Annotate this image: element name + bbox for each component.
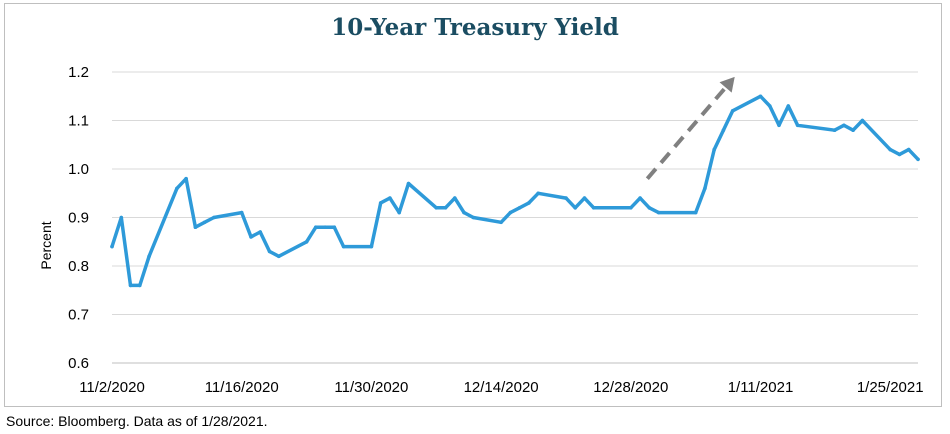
data-point (471, 215, 476, 220)
y-tick-label: 1.2 (68, 64, 89, 81)
data-point (888, 147, 892, 152)
data-point (434, 206, 439, 210)
source-note: Source: Bloomberg. Data as of 1/28/2021. (6, 413, 268, 429)
data-point (517, 206, 522, 210)
data-point (147, 254, 151, 259)
data-point (138, 283, 142, 288)
y-tick-label: 1.1 (68, 113, 89, 130)
data-point (277, 254, 281, 259)
y-tick-label: 0.8 (68, 258, 89, 275)
data-point (499, 220, 503, 225)
x-axis-ticks: 11/2/2020 11/16/2020 11/30/2020 12/14/2020 1… (79, 379, 923, 396)
data-point (786, 104, 791, 108)
data-point (795, 123, 800, 128)
data-point (267, 249, 272, 254)
data-point (212, 215, 216, 220)
x-tick-label: 11/16/2020 (205, 379, 279, 396)
data-point (629, 206, 633, 210)
data-point (703, 186, 707, 191)
data-point (693, 210, 698, 215)
x-tick-label: 11/2/2020 (79, 379, 145, 396)
y-tick-label: 1.0 (68, 161, 89, 178)
chart-frame (4, 3, 942, 407)
data-point (341, 244, 346, 249)
data-point (712, 147, 716, 152)
x-tick-label: 12/14/2020 (464, 379, 539, 396)
data-point (721, 128, 726, 132)
x-tick-label: 12/28/2020 (593, 379, 668, 396)
data-point (656, 210, 661, 215)
data-point (378, 201, 383, 205)
data-point (527, 201, 531, 205)
data-point (582, 196, 587, 200)
data-point (730, 109, 735, 113)
data-point (758, 94, 763, 99)
data-point (110, 244, 114, 249)
data-point (768, 104, 772, 108)
data-point (249, 235, 253, 239)
y-axis-label: Percent (38, 221, 54, 269)
data-point (897, 152, 902, 157)
y-tick-label: 0.6 (68, 355, 89, 372)
data-point (184, 176, 188, 181)
data-point (591, 206, 596, 210)
chart-title: 10-Year Treasury Yield (331, 14, 619, 41)
data-point (202, 220, 207, 225)
x-tick-label: 1/11/2021 (728, 379, 794, 396)
y-tick-label: 0.7 (68, 307, 89, 324)
data-point (397, 210, 402, 215)
data-point (462, 210, 466, 215)
data-point (332, 225, 337, 229)
data-point (314, 225, 318, 229)
data-point (453, 196, 457, 200)
data-point (304, 240, 309, 244)
data-point (406, 181, 411, 186)
data-point (388, 196, 392, 200)
gridlines (112, 71, 918, 315)
data-point (647, 206, 652, 210)
data-point (916, 157, 920, 162)
data-point (573, 206, 577, 210)
data-point (777, 123, 781, 128)
data-point (851, 128, 855, 132)
y-axis-ticks: 0.6 0.7 0.8 0.9 1.0 1.1 1.2 (68, 64, 89, 372)
data-point (832, 128, 837, 132)
data-point (860, 118, 865, 123)
data-point (193, 225, 198, 229)
data-point (508, 210, 513, 215)
data-point (128, 283, 133, 288)
data-point (842, 123, 846, 128)
arrow-head (719, 76, 735, 93)
x-tick-label: 11/30/2020 (334, 379, 408, 396)
trend-arrow-annotation (645, 76, 735, 181)
data-point (258, 230, 263, 234)
data-point (323, 225, 327, 229)
y-tick-label: 0.9 (68, 210, 89, 227)
data-point (239, 210, 244, 215)
data-point (369, 244, 374, 249)
data-point (443, 206, 448, 210)
data-point (564, 196, 568, 200)
data-point (536, 191, 540, 196)
data-point (175, 186, 179, 191)
series-group (110, 94, 920, 288)
data-point (119, 215, 124, 220)
data-point (638, 196, 642, 200)
x-tick-label: 1/25/2021 (857, 379, 924, 396)
data-point (906, 147, 911, 152)
arrow-shaft (645, 86, 728, 181)
